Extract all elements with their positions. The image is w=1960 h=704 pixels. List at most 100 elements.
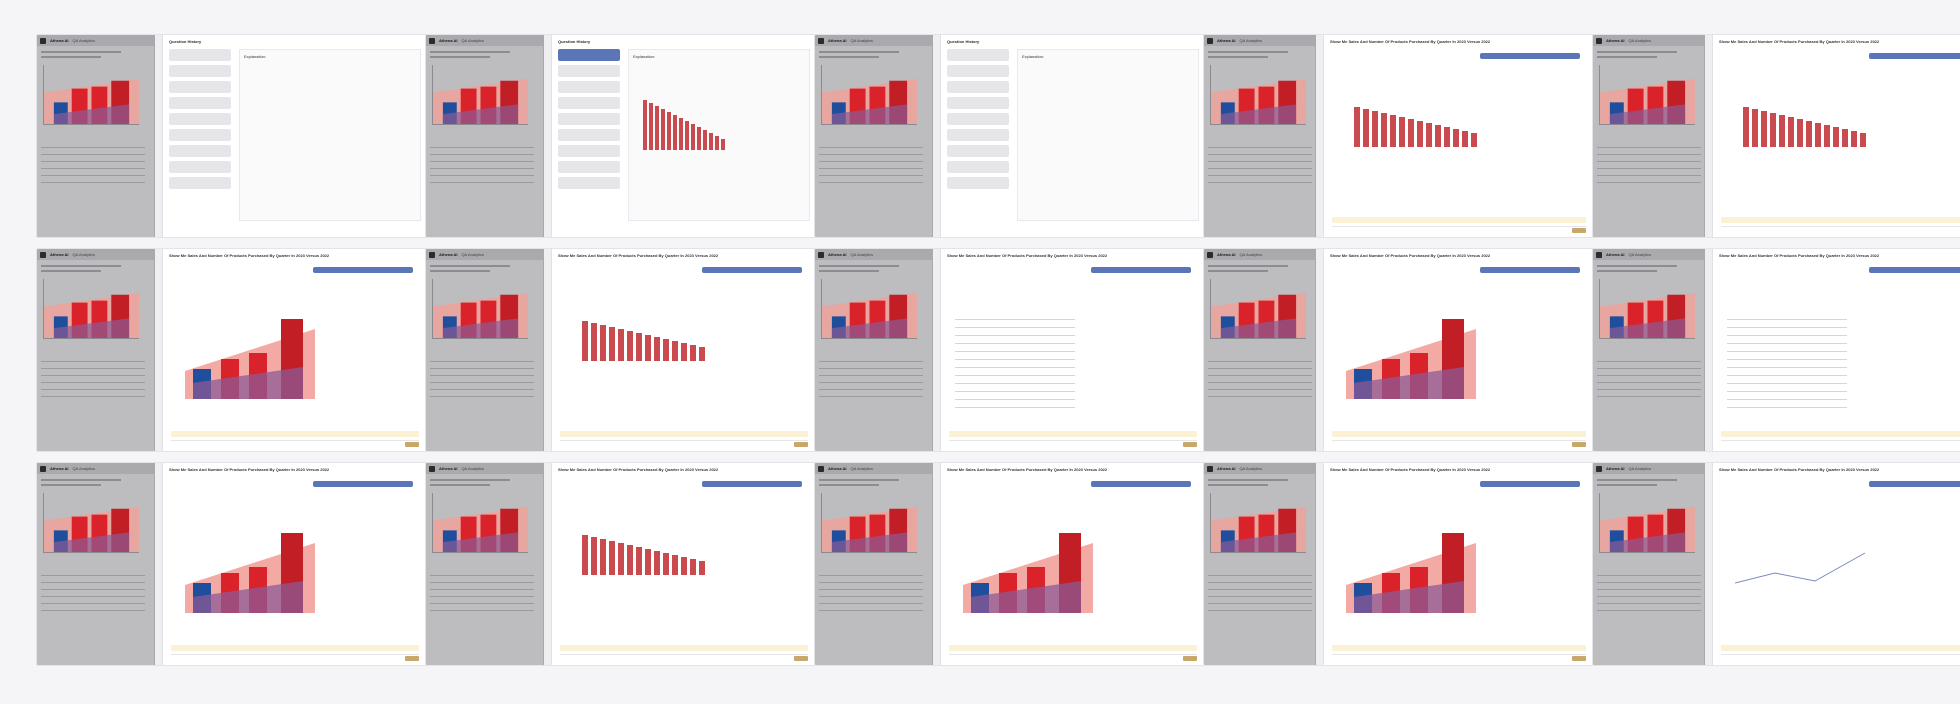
- history-item[interactable]: [947, 113, 1009, 125]
- history-item[interactable]: [558, 97, 620, 109]
- chat-input[interactable]: [949, 440, 1197, 446]
- dashboard-mini-chart: [432, 279, 528, 339]
- history-item[interactable]: [558, 113, 620, 125]
- logo-icon: [1596, 251, 1602, 258]
- chat-input[interactable]: [1721, 226, 1960, 232]
- chat-input[interactable]: [171, 654, 419, 660]
- history-item[interactable]: [558, 129, 620, 141]
- app-header: Athena AI QA Analytics: [37, 463, 154, 474]
- history-item[interactable]: [947, 161, 1009, 173]
- history-item[interactable]: [169, 177, 231, 189]
- app-name: Athena AI: [828, 466, 847, 471]
- history-item[interactable]: [558, 81, 620, 93]
- send-button[interactable]: [1572, 228, 1586, 233]
- bar: [709, 133, 713, 150]
- bar: [1408, 119, 1414, 147]
- history-item[interactable]: [558, 49, 620, 61]
- app-tab[interactable]: QA Analytics: [1239, 252, 1262, 257]
- history-item[interactable]: [947, 177, 1009, 189]
- dashboard-caption: [430, 270, 490, 272]
- feedback-bar: [171, 431, 419, 437]
- chat-input[interactable]: [560, 654, 808, 660]
- app-name: Athena AI: [1606, 252, 1625, 257]
- history-item[interactable]: [169, 113, 231, 125]
- query-title: Show Me Sales And Number Of Products Pur…: [947, 467, 1108, 472]
- send-button[interactable]: [1183, 656, 1197, 661]
- send-button[interactable]: [1572, 442, 1586, 447]
- app-tab[interactable]: QA Analytics: [72, 252, 95, 257]
- app-tab[interactable]: QA Analytics: [461, 252, 484, 257]
- bar: [582, 535, 588, 575]
- chat-input[interactable]: [1332, 226, 1586, 232]
- history-item[interactable]: [947, 129, 1009, 141]
- content-pane: Show Me Sales And Number Of Products Pur…: [552, 249, 816, 451]
- app-tab[interactable]: QA Analytics: [461, 466, 484, 471]
- history-item[interactable]: [558, 177, 620, 189]
- feedback-bar: [1332, 217, 1586, 223]
- app-header: Athena AI QA Analytics: [1593, 35, 1704, 46]
- answer-table: [955, 319, 1075, 415]
- history-item[interactable]: [169, 81, 231, 93]
- send-button[interactable]: [405, 656, 419, 661]
- app-tab[interactable]: QA Analytics: [850, 38, 873, 43]
- app-tab[interactable]: QA Analytics: [461, 38, 484, 43]
- bar: [1788, 117, 1794, 147]
- history-item[interactable]: [169, 161, 231, 173]
- app-name: Athena AI: [1217, 252, 1236, 257]
- history-item[interactable]: [169, 65, 231, 77]
- app-header: Athena AI QA Analytics: [815, 463, 932, 474]
- app-tab[interactable]: QA Analytics: [1239, 466, 1262, 471]
- app-screenshot-tile: Athena AI QA Analytics Show: [36, 462, 428, 666]
- app-tab[interactable]: QA Analytics: [72, 38, 95, 43]
- send-button[interactable]: [1572, 656, 1586, 661]
- user-message: [702, 481, 802, 487]
- history-item[interactable]: [169, 49, 231, 61]
- history-item[interactable]: [947, 145, 1009, 157]
- content-pane: Show Me Sales And Number Of Products Pur…: [941, 249, 1205, 451]
- history-item[interactable]: [169, 129, 231, 141]
- chat-input[interactable]: [560, 440, 808, 446]
- app-name: Athena AI: [1606, 38, 1625, 43]
- chat-input[interactable]: [1721, 440, 1960, 446]
- dashboard-caption: [41, 56, 101, 58]
- bar: [690, 345, 696, 361]
- history-item[interactable]: [947, 81, 1009, 93]
- chat-input[interactable]: [1721, 654, 1960, 660]
- chat-input[interactable]: [1332, 440, 1586, 446]
- send-button[interactable]: [794, 442, 808, 447]
- history-item[interactable]: [558, 161, 620, 173]
- dashboard-mini-chart: [432, 493, 528, 553]
- send-button[interactable]: [405, 442, 419, 447]
- app-header: Athena AI QA Analytics: [426, 249, 543, 260]
- app-tab[interactable]: QA Analytics: [1628, 252, 1651, 257]
- dashboard-table: [430, 147, 534, 189]
- history-item[interactable]: [169, 97, 231, 109]
- app-tab[interactable]: QA Analytics: [1628, 38, 1651, 43]
- dashboard-caption: [1597, 479, 1677, 481]
- user-message: [1091, 481, 1191, 487]
- send-button[interactable]: [1183, 442, 1197, 447]
- history-item[interactable]: [947, 65, 1009, 77]
- content-pane: Show Me Sales And Number Of Products Pur…: [163, 463, 427, 665]
- app-tab[interactable]: QA Analytics: [1628, 466, 1651, 471]
- query-title: Show Me Sales And Number Of Products Pur…: [1330, 39, 1491, 44]
- user-message: [1480, 53, 1580, 59]
- bar: [679, 118, 683, 150]
- bar: [591, 323, 597, 361]
- history-item[interactable]: [558, 145, 620, 157]
- chat-input[interactable]: [949, 654, 1197, 660]
- history-item[interactable]: [169, 145, 231, 157]
- send-button[interactable]: [794, 656, 808, 661]
- history-item[interactable]: [558, 65, 620, 77]
- app-tab[interactable]: QA Analytics: [72, 466, 95, 471]
- history-item[interactable]: [947, 97, 1009, 109]
- chat-input[interactable]: [171, 440, 419, 446]
- bar: [703, 130, 707, 150]
- history-detail: Explanation:: [628, 49, 810, 221]
- dashboard-caption: [819, 56, 879, 58]
- app-tab[interactable]: QA Analytics: [1239, 38, 1262, 43]
- chat-input[interactable]: [1332, 654, 1586, 660]
- app-tab[interactable]: QA Analytics: [850, 466, 873, 471]
- app-tab[interactable]: QA Analytics: [850, 252, 873, 257]
- history-item[interactable]: [947, 49, 1009, 61]
